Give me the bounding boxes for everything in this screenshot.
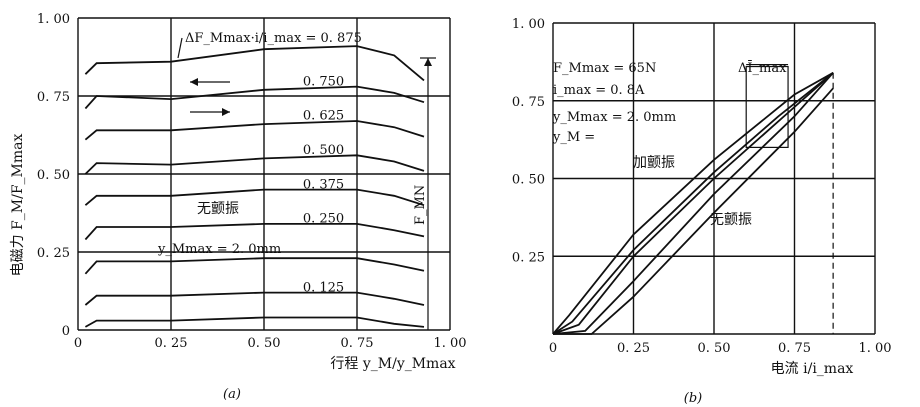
panel-b-x-tick-label: 0. 75 (778, 341, 811, 356)
panel-a-y-tick-label: 0. 50 (37, 168, 70, 183)
panel-a-y-tick-label: 0. 25 (37, 246, 70, 261)
panel-a-y-tick-label: 1. 00 (37, 12, 70, 27)
panel-b-x-tick-label: 1. 00 (858, 341, 891, 356)
panel-b-y-tick-label: 0. 25 (512, 250, 545, 265)
panel-b-x-label: 电流 i/i_max (771, 361, 854, 377)
panel-b: 0 0. 25 0. 50 0. 75 1. 00 0. 25 0. 50 0. 75 1. 0… (512, 17, 892, 406)
panel-a-series-line (84, 154, 425, 175)
panel-a-grid (77, 17, 451, 331)
panel-b-x-tick-label: 0 (549, 341, 557, 356)
panel-a-x-tick-label: 0. 25 (154, 336, 187, 351)
panel-a-series-line (84, 45, 425, 82)
panel-a: 0 0. 25 0. 50 0. 75 1. 00 0 0. 25 0. 50 0. 75 1. … (10, 12, 467, 402)
panel-a-series-line (84, 85, 425, 110)
panel-b-param-ym: y_M = (552, 130, 595, 145)
panel-a-arrowhead-right (222, 108, 230, 116)
panel-b-delta-box (745, 65, 789, 149)
panel-b-ticks: 0 0. 25 0. 50 0. 75 1. 00 0. 25 0. 50 0. 75 1. 0… (512, 17, 892, 356)
panel-a-caption: (a) (223, 387, 241, 402)
panel-a-series-label: 0. 250 (303, 212, 344, 227)
panel-b-series-line (552, 72, 834, 335)
panel-a-x-tick-label: 1. 00 (433, 336, 466, 351)
panel-a-series-line (84, 316, 425, 328)
panel-a-series-label: 0. 750 (303, 74, 344, 89)
panel-b-no-dither-label: 无颤振 (710, 212, 752, 228)
panel-b-series-line (552, 72, 834, 335)
panel-a-series-label: 0. 125 (303, 280, 344, 295)
panel-a-x-tick-label: 0 (74, 336, 82, 351)
panel-a-top-pointer (177, 37, 183, 59)
panel-a-series-labels: 0. 750 0. 625 0. 500 0. 375 0. 250 0. 125 (303, 74, 344, 295)
panel-a-x-tick-label: 0. 50 (247, 336, 280, 351)
panel-a-series-line (84, 188, 425, 207)
panel-a-series-label: 0. 500 (303, 143, 344, 158)
panel-a-series-line (84, 257, 425, 275)
panel-a-force-bar-label: F_MN (413, 185, 428, 225)
panel-b-param-fmax: F_Mmax = 65N (553, 61, 656, 76)
panel-b-with-dither-label: 加颤振 (633, 155, 675, 171)
panel-b-param-imax: i_max = 0. 8A (553, 83, 645, 98)
panel-a-y-tick-label: 0 (62, 324, 70, 339)
panel-a-series-line (84, 223, 425, 241)
panel-a-ticks: 0 0. 25 0. 50 0. 75 1. 00 0 0. 25 0. 50 0. 75 1. … (37, 12, 467, 351)
panel-a-y-label: 电磁力 F_M/F_Mmax (10, 134, 26, 277)
panel-b-x-tick-label: 0. 50 (697, 341, 730, 356)
panel-b-series-line (553, 87, 834, 335)
panel-a-y-tick-label: 0. 75 (37, 90, 70, 105)
panel-a-force-bar-arrowhead (424, 58, 432, 66)
panel-a-x-tick-label: 0. 75 (340, 336, 373, 351)
panel-a-series-label: 0. 375 (303, 177, 344, 192)
panel-a-x-label: 行程 y_M/y_Mmax (330, 356, 455, 372)
panel-b-x-tick-label: 0. 25 (617, 341, 650, 356)
panel-b-delta-label: ΔĪ_max (738, 60, 787, 76)
panel-b-series-line (552, 72, 834, 335)
panel-b-y-tick-label: 0. 50 (512, 173, 545, 188)
panel-a-top-label: ΔF_Mmax·i/i_max = 0. 875 (185, 31, 362, 46)
panel-a-no-dither-label: 无颤振 (197, 201, 239, 217)
panel-b-caption: (b) (684, 391, 702, 406)
panel-a-stroke-label: y_Mmax = 2. 0mm (157, 242, 281, 257)
panel-b-curves (552, 63, 834, 335)
panel-b-y-tick-label: 1. 00 (512, 17, 545, 32)
panel-a-arrowhead-left (190, 78, 198, 86)
panel-a-series-line (84, 120, 425, 141)
panel-b-param-ymax: y_Mmax = 2. 0mm (552, 110, 676, 125)
panel-b-y-tick-label: 0. 75 (512, 95, 545, 110)
panel-a-curves (84, 45, 425, 328)
panel-a-series-line (84, 291, 425, 306)
panel-a-series-label: 0. 625 (303, 109, 344, 124)
